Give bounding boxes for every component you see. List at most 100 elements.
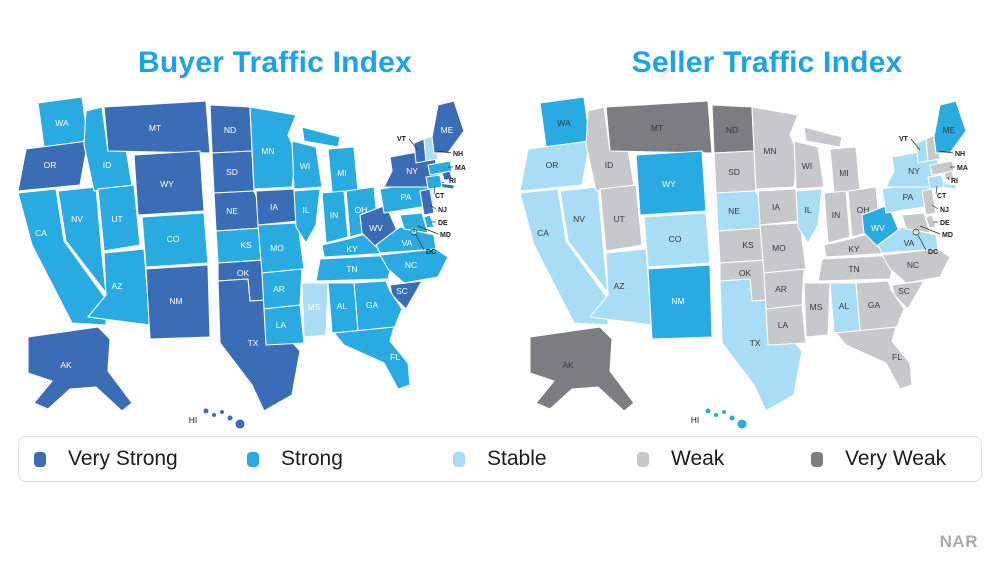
seller-state-va <box>877 226 939 254</box>
buyer-state-label-tn: TN <box>346 264 357 274</box>
seller-state-label-ok: OK <box>739 268 752 278</box>
buyer-state-ct <box>425 174 443 190</box>
buyer-state-wi <box>291 140 323 190</box>
buyer-state-label-ut: UT <box>111 214 122 224</box>
seller-state-label-nv: NV <box>573 214 585 224</box>
buyer-state-la <box>263 304 305 346</box>
buyer-callout-label-dc: DC <box>426 249 436 256</box>
buyer-state-label-ga: GA <box>366 300 379 310</box>
seller-callout-circle-dc <box>912 228 920 236</box>
buyer-state-nv <box>57 186 107 294</box>
seller-callout-label-dc: DC <box>928 249 938 256</box>
seller-callout-label-nj: NJ <box>940 207 949 214</box>
seller-callout-label-nh: NH <box>955 151 965 158</box>
seller-state-ut <box>599 184 643 252</box>
buyer-state-nj <box>419 188 435 216</box>
buyer-state-label-mo: MO <box>270 243 284 253</box>
buyer-state-hi-island <box>212 413 216 417</box>
buyer-state-label-az: AZ <box>112 281 123 291</box>
buyer-state-label-ne: NE <box>226 206 238 216</box>
seller-callout-line-ri <box>947 176 950 181</box>
legend-item-strong: Strong <box>247 437 343 481</box>
legend-swatch-very-strong <box>34 451 46 467</box>
seller-state-mt <box>605 100 713 154</box>
seller-callout-line-ct <box>935 185 938 195</box>
seller-state-label-wi: WI <box>802 161 812 171</box>
seller-state-label-oh: OH <box>857 205 870 215</box>
buyer-callout-line-dc <box>415 234 425 251</box>
buyer-state-label-ia: IA <box>270 202 278 212</box>
legend-label-stable: Stable <box>487 447 547 470</box>
seller-callout-label-de: DE <box>940 220 950 227</box>
legend-item-weak: Weak <box>637 437 724 481</box>
buyer-callout-line-vt <box>408 138 419 151</box>
buyer-state-label-fl: FL <box>390 352 400 362</box>
seller-state-label-fl: FL <box>892 352 902 362</box>
attribution: NAR <box>939 532 978 551</box>
legend-label-weak: Weak <box>671 447 725 470</box>
buyer-traffic-map: WA OR CA NV ID MT WY UT CO AZ NM ND SD NE KS OK TX MN IA MO… <box>17 96 466 429</box>
buyer-state-label-ky: KY <box>346 244 358 254</box>
buyer-state-mi <box>301 126 341 148</box>
seller-state-ri <box>943 170 955 181</box>
seller-state-me <box>933 100 967 154</box>
buyer-state-ak <box>27 326 133 412</box>
buyer-callout-label-ct: CT <box>435 193 445 200</box>
buyer-state-label-id: ID <box>103 160 112 170</box>
seller-state-label-nc: NC <box>907 260 919 270</box>
legend-item-stable: Stable <box>453 437 547 481</box>
buyer-state-co <box>141 212 209 268</box>
seller-state-id <box>585 106 635 192</box>
buyer-state-label-wa: WA <box>55 118 69 128</box>
seller-state-nv <box>559 186 609 294</box>
buyer-state-label-ca: CA <box>35 228 47 238</box>
legend-item-very-strong: Very Strong <box>34 437 178 481</box>
seller-state-label-ne: NE <box>728 206 740 216</box>
buyer-state-label-wy: WY <box>160 179 174 189</box>
seller-state-hi-island <box>737 419 747 429</box>
seller-state-label-ks: KS <box>742 240 754 250</box>
buyer-callout-label-nh: NH <box>453 151 463 158</box>
seller-state-label-tn: TN <box>848 264 859 274</box>
seller-traffic-map: WA OR CA NV ID MT WY UT CO AZ NM ND SD NE KS OK TX MN IA MO… <box>519 96 968 429</box>
buyer-state-label-tx: TX <box>248 338 259 348</box>
seller-callout-line-nh <box>938 150 954 154</box>
buyer-state-label-al: AL <box>337 301 348 311</box>
seller-state-label-pa: PA <box>903 192 914 202</box>
buyer-callout-label-nj: NJ <box>438 207 447 214</box>
seller-state-or <box>519 140 591 192</box>
seller-state-label-ny: NY <box>908 166 920 176</box>
seller-callout-line-md <box>919 225 941 235</box>
seller-state-az <box>589 248 653 326</box>
seller-state-label-ak: AK <box>562 360 574 370</box>
seller-state-label-hi: HI <box>691 415 700 425</box>
buyer-state-label-mt: MT <box>149 123 161 133</box>
seller-callout-label-vt: VT <box>899 136 909 143</box>
seller-state-hi-island <box>722 410 726 414</box>
buyer-callout-label-md: MD <box>440 232 451 239</box>
buyer-callout-label-vt: VT <box>397 136 407 143</box>
seller-state-ms <box>803 282 831 338</box>
buyer-state-label-ny: NY <box>406 166 418 176</box>
buyer-state-label-nd: ND <box>224 125 236 135</box>
legend-swatch-very-weak <box>811 451 823 467</box>
legend-label-very-weak: Very Weak <box>845 447 947 470</box>
buyer-state-me <box>431 100 465 154</box>
buyer-state-label-ar: AR <box>273 284 285 294</box>
seller-state-label-al: AL <box>839 301 850 311</box>
seller-state-ak <box>529 326 635 412</box>
buyer-callout-label-de: DE <box>438 220 448 227</box>
buyer-state-label-in: IN <box>330 210 339 220</box>
seller-state-label-ar: AR <box>775 284 787 294</box>
seller-state-mo <box>759 222 807 274</box>
seller-state-label-mn: MN <box>763 146 776 156</box>
seller-state-label-ca: CA <box>537 228 549 238</box>
buyer-state-label-oh: OH <box>355 205 368 215</box>
seller-state-label-az: AZ <box>614 281 625 291</box>
seller-state-label-wy: WY <box>662 179 676 189</box>
seller-state-label-sc: SC <box>898 286 910 296</box>
buyer-state-id <box>83 106 133 192</box>
seller-state-label-sd: SD <box>728 167 740 177</box>
buyer-callout-line-ct <box>433 185 436 195</box>
buyer-callout-line-ri <box>445 176 448 181</box>
